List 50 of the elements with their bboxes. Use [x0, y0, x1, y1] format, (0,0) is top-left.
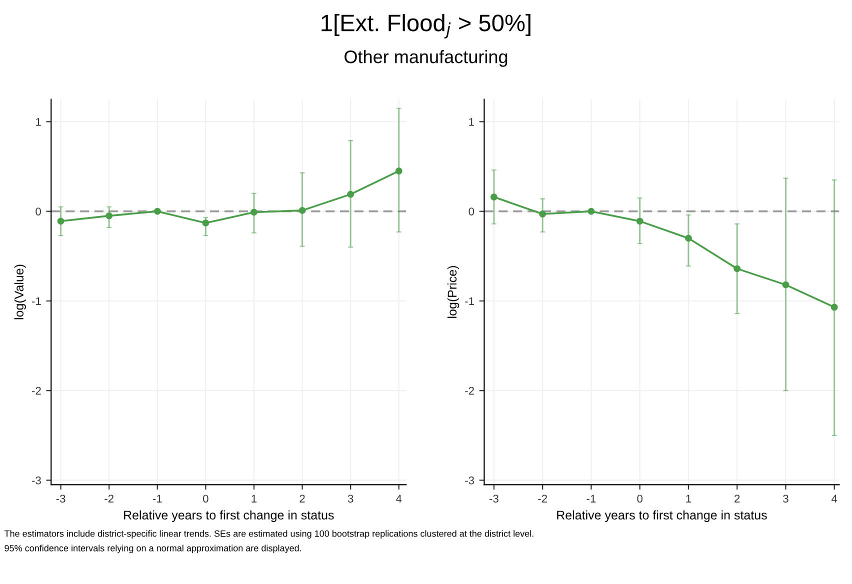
x-tick-label: 0: [637, 494, 642, 503]
point: [734, 265, 741, 272]
point: [830, 304, 838, 311]
y-tick-label: -3: [32, 476, 41, 484]
text: 95% confidence intervals relying on a normal approximation are displayed.: [4, 544, 302, 554]
point: [588, 208, 595, 215]
y-tick-label: -3: [465, 476, 474, 484]
point: [539, 210, 546, 218]
point: [202, 220, 210, 226]
x-axis-title: Relative years to first change in status: [557, 510, 767, 522]
y-tick-label: -1: [32, 297, 41, 305]
x-tick-label: 4: [396, 494, 402, 502]
x-tick-label: 3: [783, 494, 788, 503]
chart-subtitle: Other manufacturing: [344, 50, 508, 67]
x-tick-label: 3: [348, 494, 354, 503]
point: [250, 208, 258, 216]
x-tick-label: 4: [832, 494, 838, 502]
point: [106, 212, 113, 220]
point: [490, 194, 498, 200]
point: [298, 206, 306, 214]
x-tick-label: -1: [152, 494, 162, 502]
y-tick-label: 0: [468, 208, 474, 216]
y-tick-label: -2: [465, 386, 474, 395]
point: [782, 281, 790, 288]
x-tick-label: -3: [56, 494, 66, 503]
x-tick-label: 0: [203, 494, 208, 503]
point: [684, 234, 692, 242]
point: [57, 218, 64, 225]
x-tick-label: -2: [538, 494, 547, 502]
y-axis-title: log(Price): [447, 266, 460, 318]
y-tick-label: 1: [36, 118, 41, 126]
x-tick-label: -3: [490, 494, 498, 503]
y-axis-title: log(Value): [14, 264, 26, 320]
x-tick-label: 1: [252, 494, 257, 502]
y-tick-label: -1: [465, 297, 474, 305]
y-tick-label: 0: [36, 208, 41, 216]
point: [395, 168, 402, 174]
x-axis-title: Relative years to first change in status: [124, 510, 334, 522]
point: [154, 208, 161, 215]
x-tick-label: -1: [586, 494, 596, 502]
y-tick-label: 1: [469, 118, 474, 126]
x-tick-label: 2: [734, 494, 740, 502]
point: [347, 190, 354, 198]
x-tick-label: -2: [104, 494, 114, 502]
text: The estimators include district-specific linear trends. SEs are estimated using 100 bootstrap replications clustered at the district level.: [4, 530, 534, 539]
point: [636, 218, 644, 225]
x-tick-label: 2: [300, 494, 305, 502]
x-tick-label: 1: [686, 494, 692, 502]
chart-title: 1[Ext. Flood$_{j}$ > 50%]: [322, 14, 530, 38]
y-tick-label: -2: [32, 386, 41, 395]
